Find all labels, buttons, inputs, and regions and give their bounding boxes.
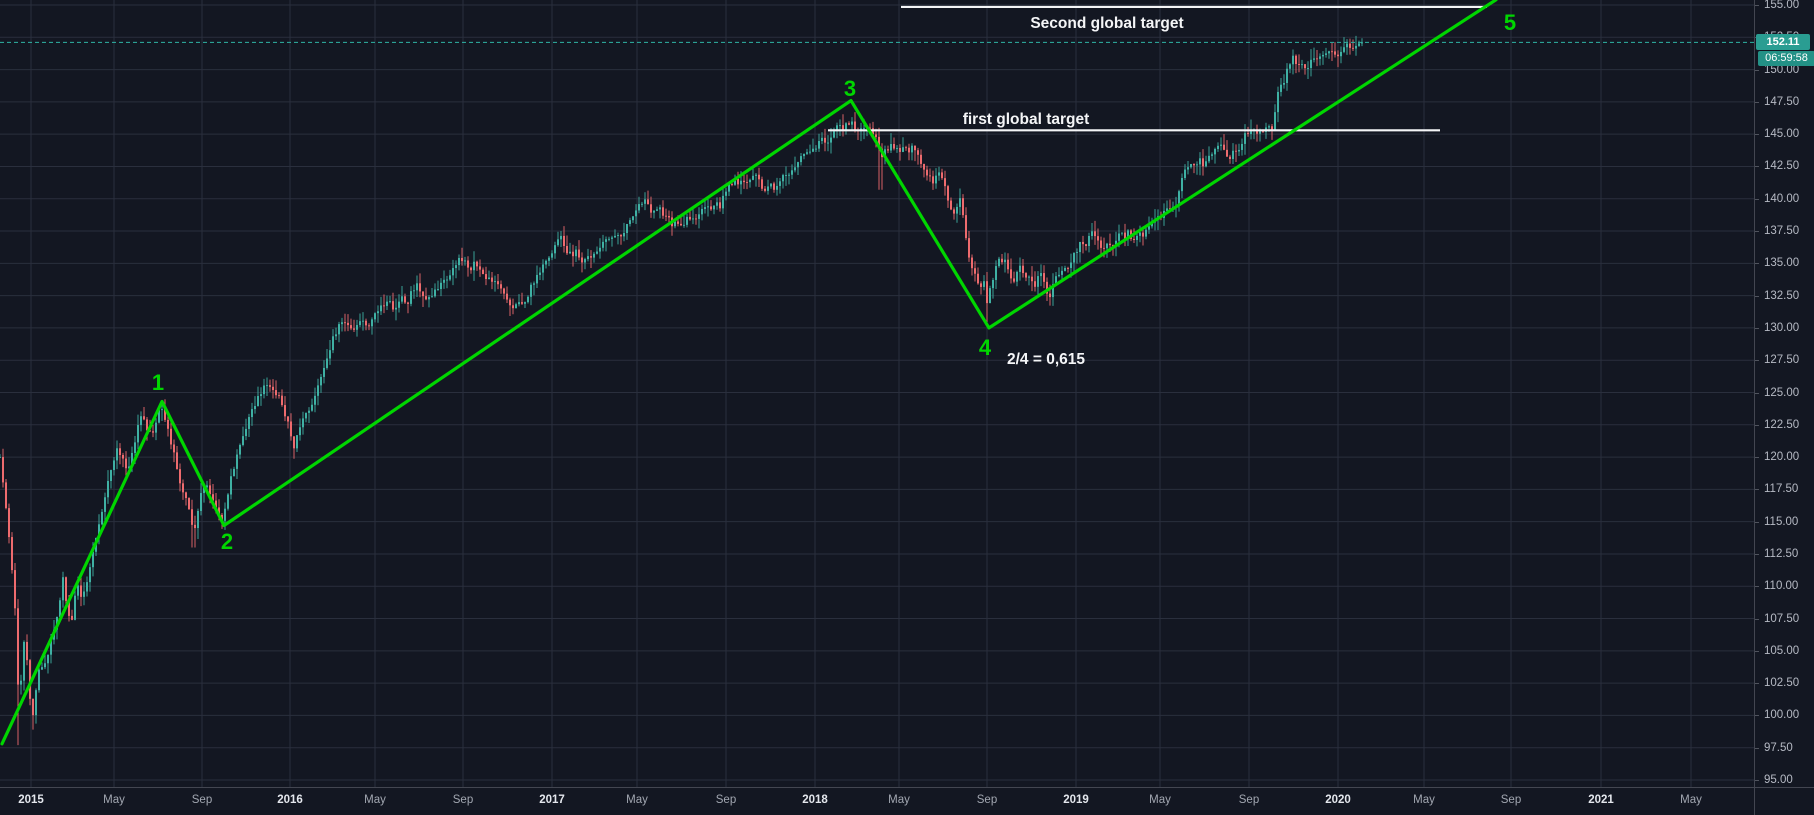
price-axis-label: 145.00 [1755, 127, 1814, 141]
target-line-2[interactable]: Second global target [901, 5, 1487, 32]
time-axis-label: Sep [452, 794, 474, 806]
price-axis-label: 112.50 [1755, 547, 1814, 561]
price-axis-label: 110.00 [1755, 579, 1814, 593]
price-axis-label: 150.00 [1755, 63, 1814, 77]
price-axis-label: 142.50 [1755, 159, 1814, 173]
elliott-wave-drawing[interactable]: 1 2 3 4 5 [0, 0, 1516, 746]
target-label-2: Second global target [1030, 15, 1183, 32]
target-line-1[interactable]: first global target [828, 111, 1440, 132]
wave-label-3[interactable]: 3 [844, 76, 856, 101]
axis-corner [1754, 787, 1814, 815]
time-axis-label: May [1680, 794, 1702, 806]
time-axis-label: May [364, 794, 386, 806]
time-axis-label: May [888, 794, 910, 806]
price-axis-label: 132.50 [1755, 289, 1814, 303]
price-axis-label: 102.50 [1755, 676, 1814, 690]
time-axis-label: Sep [976, 794, 998, 806]
last-price-badge: 152.11 [1756, 34, 1810, 51]
time-axis-label: 2017 [539, 794, 565, 806]
time-axis-label: Sep [1238, 794, 1260, 806]
wave-label-4[interactable]: 4 [979, 335, 992, 360]
price-axis-label: 120.00 [1755, 450, 1814, 464]
ratio-annotation[interactable]: 2/4 = 0,615 [1007, 351, 1085, 368]
gridlines-layer [0, 0, 1754, 787]
price-axis-label: 100.00 [1755, 708, 1814, 722]
wave-label-2[interactable]: 2 [221, 529, 233, 554]
price-axis-label: 122.50 [1755, 418, 1814, 432]
price-axis-label: 130.00 [1755, 321, 1814, 335]
time-axis-label: Sep [1500, 794, 1522, 806]
price-axis-label: 97.50 [1755, 741, 1814, 755]
time-axis-label: Sep [191, 794, 213, 806]
price-axis-label: 95.00 [1755, 773, 1814, 787]
time-axis-label: 2016 [277, 794, 303, 806]
price-axis-label: 137.50 [1755, 224, 1814, 238]
time-axis-label: May [103, 794, 125, 806]
price-axis-label: 115.00 [1755, 515, 1814, 529]
price-axis-label: 135.00 [1755, 256, 1814, 270]
time-axis[interactable]: 2015 May Sep 2016 May Sep 2017 May Sep 2018 May Sep… [0, 787, 1754, 815]
time-axis-label: May [626, 794, 648, 806]
wave-label-1[interactable]: 1 [152, 370, 164, 395]
target-label-1: first global target [963, 111, 1090, 128]
time-axis-label: 2018 [802, 794, 828, 806]
price-axis-label: 125.00 [1755, 386, 1814, 400]
price-axis-label: 107.50 [1755, 612, 1814, 626]
time-axis-label: 2021 [1588, 794, 1614, 806]
time-axis-label: 2020 [1325, 794, 1351, 806]
wave-label-5[interactable]: 5 [1504, 10, 1516, 35]
price-axis-label: 140.00 [1755, 192, 1814, 206]
price-axis-label: 147.50 [1755, 95, 1814, 109]
price-axis[interactable]: 95.00 97.50 100.00 102.50 105.00 107.50 110.00… [1754, 0, 1814, 787]
time-axis-label: Sep [715, 794, 737, 806]
candlesticks-layer [0, 35, 1363, 746]
time-axis-label: 2019 [1063, 794, 1089, 806]
time-axis-label: May [1149, 794, 1171, 806]
time-axis-label: May [1413, 794, 1435, 806]
price-axis-label: 105.00 [1755, 644, 1814, 658]
bar-countdown-badge: 06:59:58 [1758, 51, 1814, 67]
price-axis-label: 127.50 [1755, 353, 1814, 367]
time-axis-label: 2015 [18, 794, 44, 806]
price-axis-label: 155.00 [1755, 0, 1814, 12]
price-axis-label: 117.50 [1755, 482, 1814, 496]
elliott-wave-line [0, 0, 1498, 746]
